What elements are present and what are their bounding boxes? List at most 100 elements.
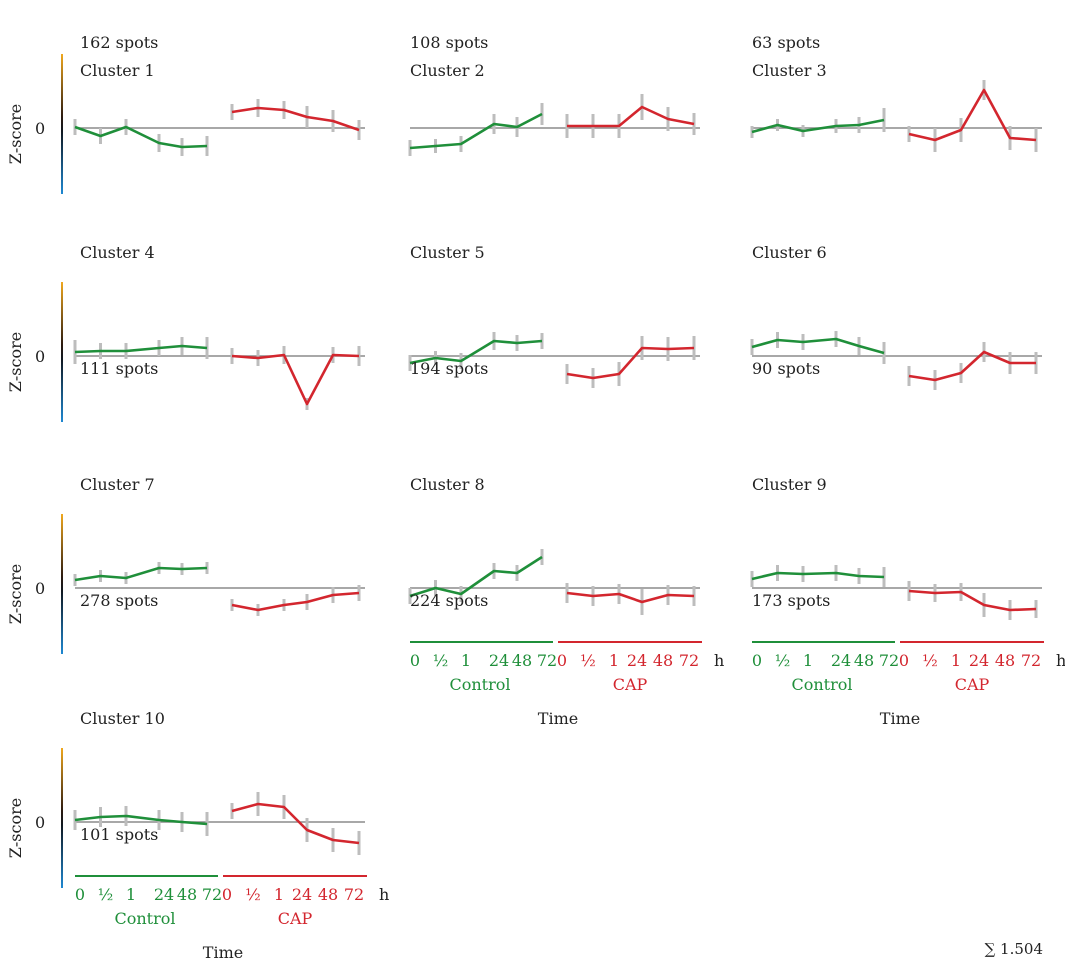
control-tick-label: 48 — [512, 651, 532, 670]
cap-series — [565, 583, 696, 615]
time-unit-label: h — [1056, 651, 1065, 670]
control-series — [73, 119, 209, 156]
total-label: ∑ 1.504 — [984, 940, 1043, 958]
cluster-1-panel: Z-score 0 162 spots Cluster 1 — [6, 33, 365, 194]
y-axis-label: Z-score — [6, 332, 25, 392]
control-series — [73, 806, 209, 836]
y-axis-label: Z-score — [6, 798, 25, 858]
series-line — [231, 802, 360, 845]
cap-series — [230, 792, 361, 855]
cap-tick-label: ½ — [245, 885, 261, 904]
x-axis-label: Time — [538, 709, 578, 728]
cap-series — [565, 94, 696, 138]
zero-tick-label: 0 — [35, 813, 45, 832]
spot-count-label: 111 spots — [80, 359, 158, 378]
control-tick-label: 48 — [177, 885, 197, 904]
control-series — [73, 562, 209, 586]
zscore-colorbar — [61, 54, 63, 194]
cap-series — [230, 585, 361, 616]
cap-group-label: CAP — [278, 909, 313, 928]
cluster-title: Cluster 8 — [410, 475, 485, 494]
cluster-title: Cluster 7 — [80, 475, 155, 494]
spot-count-label: 63 spots — [752, 33, 820, 52]
cap-tick-label: 0 — [899, 651, 909, 670]
control-series — [73, 337, 209, 364]
spot-count-label: 162 spots — [80, 33, 158, 52]
control-series — [408, 103, 544, 156]
zero-tick-label: 0 — [35, 347, 45, 366]
series-line — [74, 814, 208, 826]
control-series — [750, 331, 886, 364]
zscore-colorbar — [61, 514, 63, 654]
spot-count-label: 173 spots — [752, 591, 830, 610]
cap-tick-label: 48 — [995, 651, 1015, 670]
spot-count-label: 90 spots — [752, 359, 820, 378]
cap-group-label: CAP — [955, 675, 990, 694]
cap-tick-label: ½ — [580, 651, 596, 670]
series-line — [74, 566, 208, 582]
spot-count-label: 194 spots — [410, 359, 488, 378]
control-series — [408, 549, 544, 604]
y-axis-label: Z-score — [6, 104, 25, 164]
cap-series — [230, 99, 361, 140]
cap-tick-label: 1 — [951, 651, 961, 670]
cluster-5-panel: Cluster 5 194 spots — [408, 243, 700, 388]
zero-tick-label: 0 — [35, 119, 45, 138]
cap-tick-label: 24 — [969, 651, 989, 670]
cap-group-label: CAP — [613, 675, 648, 694]
zscore-colorbar — [61, 282, 63, 422]
cluster-title: Cluster 2 — [410, 61, 485, 80]
series-line — [409, 112, 543, 150]
cluster-8-panel: Cluster 8 224 spots — [408, 475, 700, 615]
control-tick-label: 0 — [410, 651, 420, 670]
cap-tick-label: ½ — [922, 651, 938, 670]
spot-count-label: 108 spots — [410, 33, 488, 52]
series-line — [751, 337, 885, 355]
cap-tick-label: 0 — [557, 651, 567, 670]
cap-tick-label: 48 — [318, 885, 338, 904]
cap-tick-label: 72 — [344, 885, 364, 904]
cap-tick-label: 0 — [222, 885, 232, 904]
control-tick-label: 72 — [202, 885, 222, 904]
control-tick-label: 24 — [831, 651, 851, 670]
control-tick-label: 24 — [489, 651, 509, 670]
cap-series — [230, 346, 361, 410]
cluster-title: Cluster 3 — [752, 61, 827, 80]
cluster-title: Cluster 4 — [80, 243, 155, 262]
series-line — [751, 571, 885, 581]
control-group-label: Control — [791, 675, 852, 694]
cap-tick-label: 24 — [627, 651, 647, 670]
control-tick-label: 72 — [537, 651, 557, 670]
series-line — [566, 346, 695, 380]
cluster-6-panel: Cluster 6 90 spots — [750, 243, 1042, 390]
cluster-title: Cluster 5 — [410, 243, 485, 262]
cap-series — [565, 336, 696, 388]
control-tick-label: 0 — [75, 885, 85, 904]
spot-count-label: 101 spots — [80, 825, 158, 844]
control-tick-label: ½ — [775, 651, 791, 670]
cluster-3-panel: 63 spots Cluster 3 — [750, 33, 1042, 152]
control-series — [750, 108, 886, 138]
x-axis-label: Time — [880, 709, 920, 728]
control-series — [408, 332, 544, 371]
cluster-2-panel: 108 spots Cluster 2 — [408, 33, 700, 156]
time-unit-label: h — [379, 885, 389, 904]
control-tick-label: ½ — [98, 885, 114, 904]
series-line — [751, 118, 885, 134]
control-tick-label: ½ — [433, 651, 449, 670]
cap-tick-label: 72 — [1021, 651, 1041, 670]
cluster-10-panel: Z-score 0 Cluster 10 101 spots — [6, 709, 365, 888]
control-tick-label: 24 — [154, 885, 174, 904]
cluster-title: Cluster 9 — [752, 475, 827, 494]
cluster-title: Cluster 10 — [80, 709, 165, 728]
control-tick-label: 72 — [879, 651, 899, 670]
control-series — [750, 565, 886, 587]
series-line — [566, 591, 695, 604]
series-line — [74, 344, 208, 354]
spot-count-label: 278 spots — [80, 591, 158, 610]
y-axis-label: Z-score — [6, 564, 25, 624]
cap-tick-label: 1 — [609, 651, 619, 670]
series-line — [231, 591, 360, 612]
